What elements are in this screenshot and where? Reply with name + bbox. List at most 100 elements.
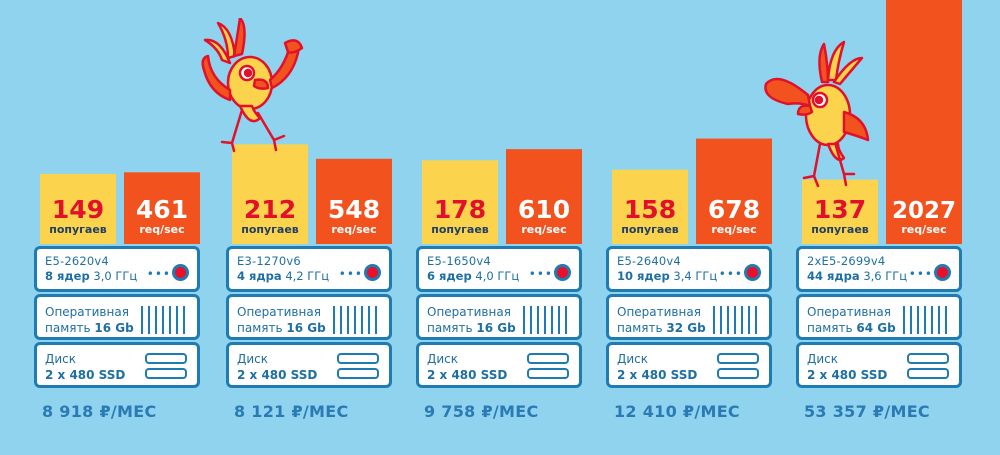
disk-size: 2 x 480 SSD xyxy=(617,368,698,382)
ram-unit: Оперативная память 32 Gb xyxy=(606,294,772,340)
ram-label: Оперативная xyxy=(237,305,321,319)
price-label: 53 357 ₽/МЕС xyxy=(804,402,930,421)
cpu-unit: E3-1270v6 4 ядра 4,2 ГГц ••• xyxy=(226,246,392,292)
cpu-cores: 8 ядер xyxy=(45,269,90,283)
price-label: 8 121 ₽/МЕС xyxy=(234,402,349,421)
disk-unit: Диск 2 x 480 SSD xyxy=(606,342,772,388)
disk-line: 2 x 480 SSD xyxy=(427,368,507,382)
ram-size: 32 Gb xyxy=(666,321,706,335)
parrots-unit-label: попугаев xyxy=(811,223,869,236)
ram-unit: Оперативная память 16 Gb xyxy=(226,294,392,340)
parrots-unit-label: попугаев xyxy=(49,223,107,236)
cpu-frequency: 3,0 ГГц xyxy=(93,269,138,283)
ram-label: Оперативная xyxy=(427,305,511,319)
disk-label: Диск xyxy=(237,352,269,366)
ram-prefix: память xyxy=(237,321,283,335)
power-led-icon xyxy=(744,264,761,281)
req-sec-bar xyxy=(124,172,200,244)
disk-label: Диск xyxy=(427,352,459,366)
disk-size: 2 x 480 SSD xyxy=(427,368,508,382)
power-led-icon xyxy=(934,264,951,281)
drive-icon xyxy=(527,368,569,379)
disk-unit: Диск 2 x 480 SSD xyxy=(416,342,582,388)
cpu-unit: 2xE5-2699v4 44 ядра 3,6 ГГц ••• xyxy=(796,246,962,292)
drive-icon xyxy=(337,368,379,379)
ram-size: 16 Gb xyxy=(476,321,516,335)
ram-unit: Оперативная память 16 Gb xyxy=(34,294,200,340)
cpu-spec: 10 ядер 3,4 ГГц xyxy=(617,269,717,283)
dots-icon: ••• xyxy=(146,267,171,281)
cpu-model: 2xE5-2699v4 xyxy=(807,254,886,268)
drive-icon xyxy=(907,368,949,379)
ram-slots-icon xyxy=(903,306,947,334)
disk-unit: Диск 2 x 480 SSD xyxy=(226,342,392,388)
dots-icon: ••• xyxy=(718,267,743,281)
disk-label: Диск xyxy=(45,352,77,366)
cpu-cores: 6 ядер xyxy=(427,269,472,283)
req-sec-unit-label: req/sec xyxy=(331,223,376,236)
ram-slots-icon xyxy=(713,306,757,334)
ram-prefix: память xyxy=(617,321,663,335)
drive-icon xyxy=(907,353,949,364)
req-sec-unit-label: req/sec xyxy=(901,223,946,236)
cpu-spec: 6 ядер 4,0 ГГц xyxy=(427,269,519,283)
ram-label: Оперативная xyxy=(617,305,701,319)
cpu-frequency: 4,0 ГГц xyxy=(475,269,520,283)
parrot-saluting-icon xyxy=(764,40,870,188)
disk-line: 2 x 480 SSD xyxy=(617,368,697,382)
dots-icon: ••• xyxy=(338,267,363,281)
disk-label: Диск xyxy=(807,352,839,366)
ram-line: память 32 Gb xyxy=(617,321,706,335)
disk-line: 2 x 480 SSD xyxy=(45,368,125,382)
ram-line: память 16 Gb xyxy=(237,321,326,335)
cpu-model: E5-1650v4 xyxy=(427,254,491,268)
cpu-spec: 8 ядер 3,0 ГГц xyxy=(45,269,137,283)
disk-unit: Диск 2 x 480 SSD xyxy=(796,342,962,388)
drive-icon xyxy=(717,368,759,379)
parrots-value-label: 149 xyxy=(52,195,104,224)
parrots-unit-label: попугаев xyxy=(621,223,679,236)
cpu-frequency: 3,6 ГГц xyxy=(863,269,908,283)
power-led-icon xyxy=(172,264,189,281)
price-label: 9 758 ₽/МЕС xyxy=(424,402,539,421)
cpu-spec: 4 ядра 4,2 ГГц xyxy=(237,269,329,283)
ram-prefix: память xyxy=(427,321,473,335)
cpu-model: E5-2640v4 xyxy=(617,254,681,268)
price-label: 12 410 ₽/МЕС xyxy=(614,402,740,421)
req-sec-value-label: 2027 xyxy=(892,198,956,224)
ram-size: 16 Gb xyxy=(286,321,326,335)
parrots-bar xyxy=(232,144,308,244)
cpu-unit: E5-2620v4 8 ядер 3,0 ГГц ••• xyxy=(34,246,200,292)
ram-size: 64 Gb xyxy=(856,321,896,335)
parrot-flexing-icon xyxy=(201,18,304,153)
power-led-icon xyxy=(364,264,381,281)
parrots-value-label: 212 xyxy=(244,195,296,224)
drive-icon xyxy=(145,353,187,364)
dots-icon: ••• xyxy=(528,267,553,281)
price-label: 8 918 ₽/МЕС xyxy=(42,402,157,421)
parrots-value-label: 178 xyxy=(434,195,486,224)
parrots-value-label: 137 xyxy=(814,195,866,224)
ram-prefix: память xyxy=(807,321,853,335)
req-sec-unit-label: req/sec xyxy=(521,223,566,236)
cpu-frequency: 4,2 ГГц xyxy=(285,269,330,283)
cpu-spec: 44 ядра 3,6 ГГц xyxy=(807,269,907,283)
cpu-unit: E5-1650v4 6 ядер 4,0 ГГц ••• xyxy=(416,246,582,292)
cpu-model: E3-1270v6 xyxy=(237,254,301,268)
ram-slots-icon xyxy=(333,306,377,334)
dots-icon: ••• xyxy=(908,267,933,281)
disk-label: Диск xyxy=(617,352,649,366)
cpu-frequency: 3,4 ГГц xyxy=(673,269,718,283)
power-led-icon xyxy=(554,264,571,281)
ram-size: 16 Gb xyxy=(94,321,134,335)
disk-unit: Диск 2 x 480 SSD xyxy=(34,342,200,388)
disk-line: 2 x 480 SSD xyxy=(807,368,887,382)
parrots-unit-label: попугаев xyxy=(431,223,489,236)
ram-slots-icon xyxy=(141,306,185,334)
cpu-cores: 10 ядер xyxy=(617,269,670,283)
req-sec-bar xyxy=(506,149,582,244)
req-sec-unit-label: req/sec xyxy=(711,223,756,236)
ram-slots-icon xyxy=(523,306,567,334)
parrots-bar xyxy=(40,173,116,244)
